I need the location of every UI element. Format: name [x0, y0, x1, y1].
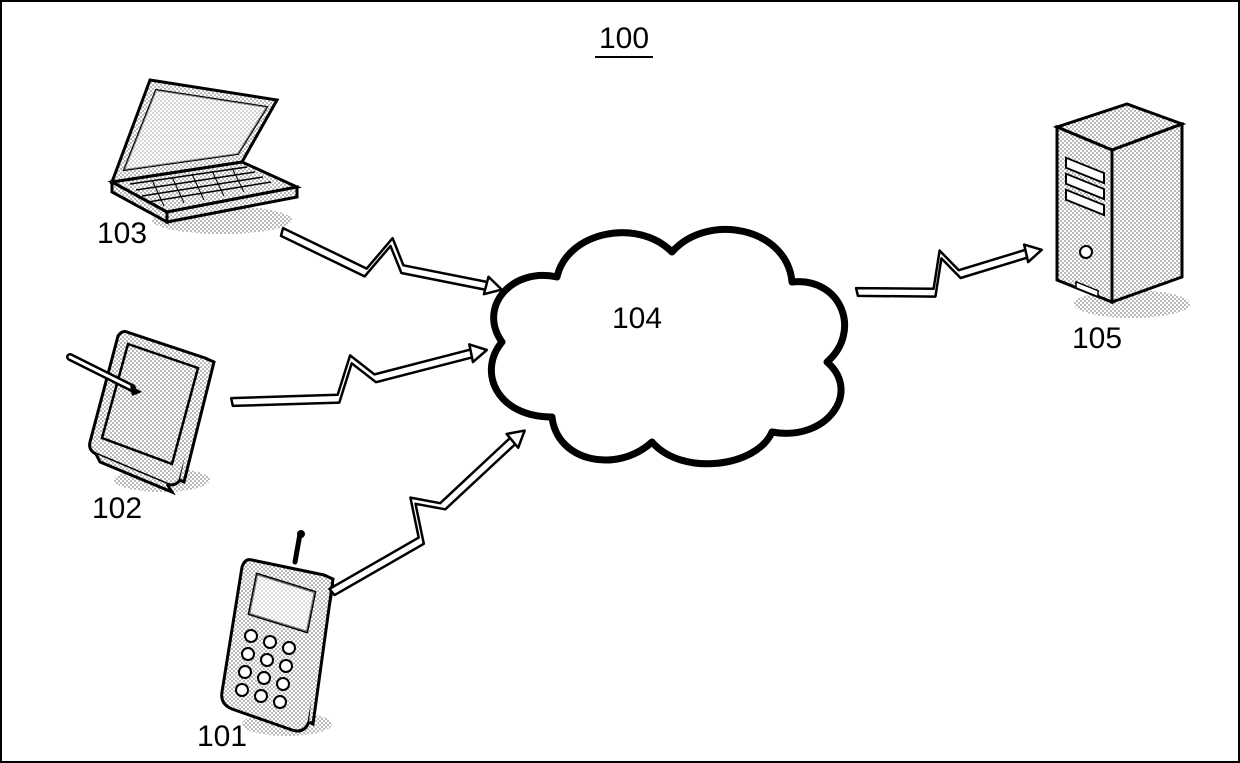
edge-arrowhead	[484, 277, 502, 294]
edges-layer	[2, 2, 1240, 763]
edge-bolt	[281, 228, 493, 291]
edge-bolt	[329, 434, 519, 595]
edge-bolt	[856, 248, 1033, 297]
diagram-canvas: 100 103	[0, 0, 1240, 763]
edge-arrowhead	[469, 344, 486, 362]
edge-bolt	[231, 348, 478, 406]
edge-arrowhead	[1024, 245, 1042, 263]
